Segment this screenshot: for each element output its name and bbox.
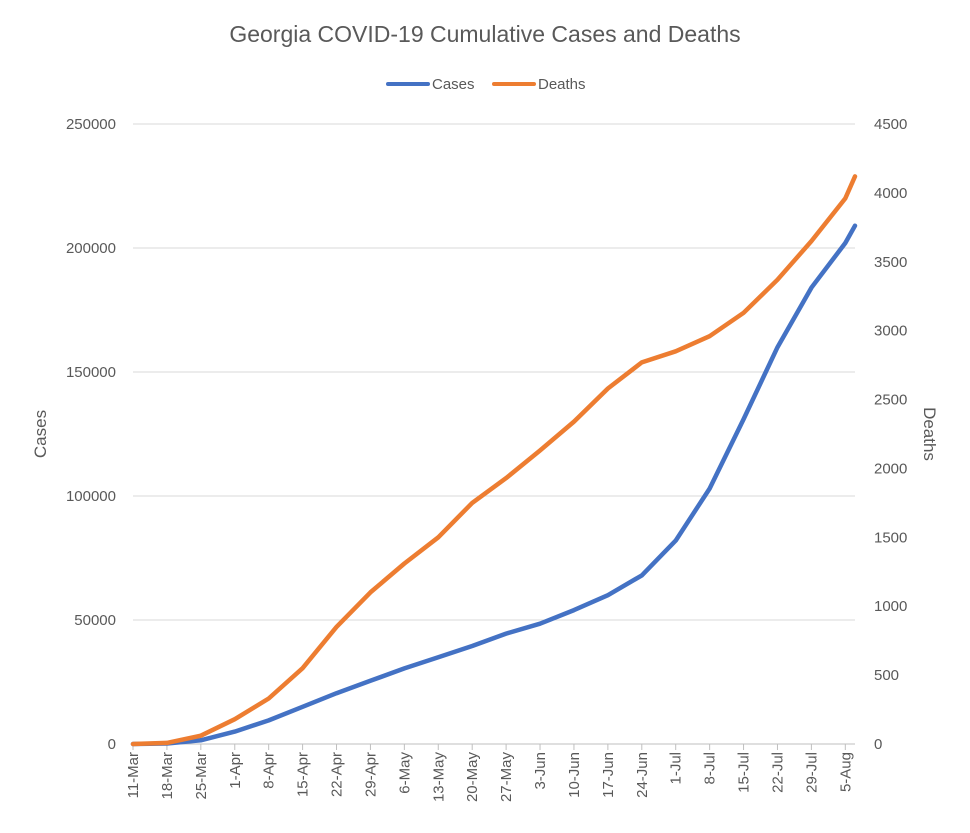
x-tick-label: 29-Jul bbox=[803, 752, 820, 793]
x-tick-label: 25-Mar bbox=[193, 752, 210, 800]
x-tick-label: 29-Apr bbox=[362, 752, 379, 797]
x-tick-label: 1-Apr bbox=[227, 752, 244, 789]
x-tick-label: 8-Jul bbox=[702, 752, 719, 785]
legend-label-cases: Cases bbox=[432, 76, 475, 93]
x-tick-label: 15-Jul bbox=[736, 752, 753, 793]
y-axis-label-left: Cases bbox=[31, 410, 50, 458]
y-tick-label-right: 1500 bbox=[874, 529, 907, 546]
y-tick-label-right: 1000 bbox=[874, 598, 907, 615]
y-tick-label-right: 3500 bbox=[874, 254, 907, 271]
y-tick-label-right: 2000 bbox=[874, 460, 907, 477]
y-axis-left: 0 50000 100000 150000 200000 250000 bbox=[66, 116, 116, 753]
x-tick-label: 24-Jun bbox=[634, 752, 651, 798]
series-line-cases bbox=[130, 223, 858, 747]
x-tick-label: 13-May bbox=[430, 752, 447, 803]
x-tick-label: 15-Apr bbox=[295, 752, 312, 797]
x-tick-label: 5-Aug bbox=[837, 752, 854, 792]
x-tick-label: 27-May bbox=[498, 752, 515, 803]
x-tick-label: 22-Apr bbox=[329, 752, 346, 797]
x-tick-label: 20-May bbox=[464, 752, 481, 803]
y-tick-label-right: 2500 bbox=[874, 392, 907, 409]
y-tick-label-right: 4500 bbox=[874, 116, 907, 133]
chart-title: Georgia COVID-19 Cumulative Cases and De… bbox=[229, 21, 740, 47]
y-tick-label-left: 200000 bbox=[66, 240, 116, 257]
x-tick-label: 1-Jul bbox=[668, 752, 685, 785]
y-tick-label-right: 4000 bbox=[874, 185, 907, 202]
y-tick-label-left: 250000 bbox=[66, 116, 116, 133]
y-tick-label-left: 100000 bbox=[66, 488, 116, 505]
x-tick-label: 6-May bbox=[396, 752, 413, 794]
y-tick-label-left: 0 bbox=[108, 736, 116, 753]
gridlines bbox=[133, 123, 855, 745]
y-tick-label-right: 500 bbox=[874, 667, 899, 684]
y-axis-right: 0 500 1000 1500 2000 2500 3000 3500 4000 4500 bbox=[874, 116, 907, 753]
x-axis: 11-Mar 18-Mar 25-Mar 1-Apr 8-Apr 15-Apr 22-Apr… bbox=[125, 743, 855, 803]
y-tick-label-left: 150000 bbox=[66, 364, 116, 381]
x-tick-label: 17-Jun bbox=[600, 752, 617, 798]
x-tick-label: 10-Jun bbox=[566, 752, 583, 798]
x-tick-label: 22-Jul bbox=[769, 752, 786, 793]
legend: Cases Deaths bbox=[386, 76, 586, 93]
series-line-deaths bbox=[130, 174, 858, 747]
y-tick-label-right: 3000 bbox=[874, 323, 907, 340]
x-tick-label: 8-Apr bbox=[261, 752, 278, 789]
x-tick-label: 11-Mar bbox=[125, 752, 142, 798]
plot-area bbox=[130, 174, 858, 747]
x-tick-label: 3-Jun bbox=[532, 752, 549, 790]
y-axis-label-right: Deaths bbox=[920, 407, 939, 461]
y-tick-label-left: 50000 bbox=[74, 612, 116, 629]
legend-label-deaths: Deaths bbox=[538, 76, 586, 93]
x-tick-label: 18-Mar bbox=[159, 752, 176, 800]
y-tick-label-right: 0 bbox=[874, 736, 882, 753]
